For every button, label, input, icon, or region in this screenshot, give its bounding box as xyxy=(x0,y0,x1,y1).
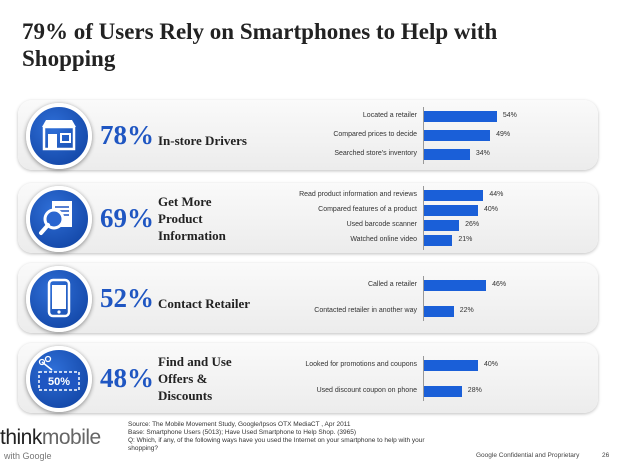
logo-sub: with Google xyxy=(4,451,52,461)
page-title: 79% of Users Rely on Smartphones to Help… xyxy=(22,18,582,72)
bar-value-label: 21% xyxy=(458,236,472,243)
bar-value-label: 40% xyxy=(484,361,498,368)
bar-label: Used barcode scanner xyxy=(217,221,417,228)
thinkmobile-logo: thinkmobile with Google xyxy=(0,426,101,450)
svg-text:50%: 50% xyxy=(48,376,70,388)
question-note: Q: Which, if any, of the following ways … xyxy=(128,437,448,453)
bar xyxy=(424,386,462,397)
bar-value-label: 46% xyxy=(492,281,506,288)
bar-value-label: 26% xyxy=(465,221,479,228)
logo-main: thinkmobile xyxy=(0,426,101,449)
store-icon xyxy=(26,103,92,169)
bar xyxy=(424,306,454,317)
bar-label: Called a retailer xyxy=(217,281,417,288)
logo-think: think xyxy=(0,426,42,449)
bar xyxy=(424,149,470,160)
bar-value-label: 49% xyxy=(496,131,510,138)
footnote: Source: The Mobile Movement Study, Googl… xyxy=(128,421,448,453)
magnifier-document-icon xyxy=(26,186,92,252)
bar-value-label: 22% xyxy=(460,307,474,314)
page-number: 26 xyxy=(602,452,609,459)
bar-label: Watched online video xyxy=(217,236,417,243)
bar-value-label: 54% xyxy=(503,112,517,119)
bar-label: Looked for promotions and coupons xyxy=(217,361,417,368)
bar-value-label: 34% xyxy=(476,150,490,157)
bar-label: Used discount coupon on phone xyxy=(217,387,417,394)
bar-label: Compared features of a product xyxy=(217,206,417,213)
bar-label: Located a retailer xyxy=(217,112,417,119)
bar-label: Read product information and reviews xyxy=(217,191,417,198)
smartphone-icon xyxy=(26,266,92,332)
stat-percent: 78% xyxy=(100,120,154,151)
source-note: Source: The Mobile Movement Study, Googl… xyxy=(128,421,448,429)
confidential-note: Google Confidential and Proprietary xyxy=(476,452,579,459)
bar-value-label: 44% xyxy=(489,191,503,198)
bar xyxy=(424,111,497,122)
bar xyxy=(424,190,483,201)
logo-mobile: mobile xyxy=(42,426,101,449)
bar xyxy=(424,235,452,246)
stat-label: Get More Product Information xyxy=(158,193,226,244)
coupon-icon: 50% xyxy=(26,346,92,412)
bar-value-label: 28% xyxy=(468,387,482,394)
stat-percent: 48% xyxy=(100,363,154,394)
bar xyxy=(424,205,478,216)
bar-label: Searched store's inventory xyxy=(217,150,417,157)
bar-label: Contacted retailer in another way xyxy=(217,307,417,314)
bar xyxy=(424,130,490,141)
bar-value-label: 40% xyxy=(484,206,498,213)
stat-percent: 69% xyxy=(100,203,154,234)
bar-label: Compared prices to decide xyxy=(217,131,417,138)
stat-percent: 52% xyxy=(100,283,154,314)
bar xyxy=(424,280,486,291)
bar xyxy=(424,220,459,231)
base-note: Base: Smartphone Users (5013); Have Used… xyxy=(128,429,448,437)
bar xyxy=(424,360,478,371)
